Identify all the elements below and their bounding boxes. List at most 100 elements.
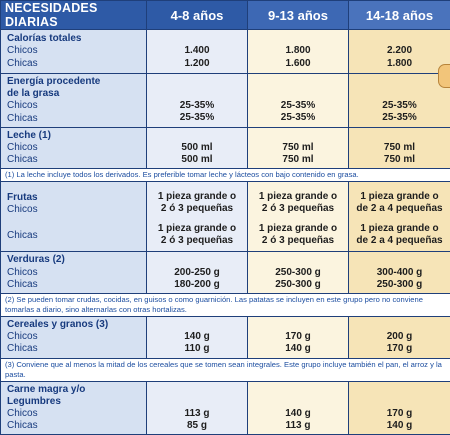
value: 2 ó 3 pequeñas: [248, 235, 348, 247]
chicas-label: Chicas: [7, 58, 146, 70]
category-label: Carne magra y/o: [7, 384, 146, 396]
value: 1.600: [248, 58, 348, 70]
value: 1 pieza grande o: [147, 191, 247, 203]
category-label: Leche (1): [7, 130, 146, 142]
value: 200-250 g: [147, 267, 247, 279]
cell-energia-14-18: 25-35% 25-35%: [349, 74, 450, 128]
value: 25-35%: [147, 100, 247, 112]
value: 750 ml: [349, 154, 450, 166]
note-row-3: (3) Conviene que al menos la mitad de lo…: [1, 358, 450, 381]
value: 300-400 g: [349, 267, 450, 279]
cell-cereales-9-13: 170 g 140 g: [248, 317, 349, 359]
chicos-label: Chicos: [7, 331, 146, 343]
value: 113 g: [147, 408, 247, 420]
footnote-2: (2) Se pueden tomar crudas, cocidas, en …: [1, 294, 450, 317]
value: 500 ml: [147, 154, 247, 166]
row-label-cereales: Cereales y granos (3) Chicos Chicas: [1, 317, 147, 359]
value: 500 ml: [147, 142, 247, 154]
row-energia: Energía procedente de la grasa Chicos Ch…: [1, 74, 450, 128]
category-label: Calorías totales: [7, 33, 146, 45]
value: de 2 a 4 pequeñas: [349, 235, 450, 247]
cell-frutas-9-13: 1 pieza grande o 2 ó 3 pequeñas 1 pieza …: [248, 182, 349, 252]
category-label: Energía procedente: [7, 76, 146, 88]
row-label-calorias: Calorías totales Chicos Chicas: [1, 30, 147, 74]
cell-verduras-9-13: 250-300 g 250-300 g: [248, 252, 349, 294]
value: 140 g: [349, 420, 450, 432]
value: 1.200: [147, 58, 247, 70]
value: 180-200 g: [147, 279, 247, 291]
table-title: NECESIDADES DIARIAS: [1, 1, 147, 30]
chicas-label: Chicas: [7, 113, 146, 125]
value: 25-35%: [147, 112, 247, 124]
value: 25-35%: [248, 100, 348, 112]
value: 140 g: [248, 343, 348, 355]
col-header-4-8: 4-8 años: [147, 1, 248, 30]
cell-calorias-4-8: 1.400 1.200: [147, 30, 248, 74]
cell-frutas-4-8: 1 pieza grande o 2 ó 3 pequeñas 1 pieza …: [147, 182, 248, 252]
value: 2 ó 3 pequeñas: [147, 235, 247, 247]
cell-leche-4-8: 500 ml 500 ml: [147, 127, 248, 169]
footnote-3: (3) Conviene que al menos la mitad de lo…: [1, 358, 450, 381]
row-verduras: Verduras (2) Chicos Chicas 200-250 g 180…: [1, 252, 450, 294]
cell-leche-9-13: 750 ml 750 ml: [248, 127, 349, 169]
chicos-label: Chicos: [7, 45, 146, 57]
value: 25-35%: [349, 100, 450, 112]
cell-carne-14-18: 170 g 140 g: [349, 381, 450, 435]
value: 250-300 g: [248, 279, 348, 291]
row-label-frutas: Frutas Chicos Chicas: [1, 182, 147, 252]
value: 113 g: [248, 420, 348, 432]
value: 25-35%: [349, 112, 450, 124]
cell-leche-14-18: 750 ml 750 ml: [349, 127, 450, 169]
chicos-label: Chicos: [7, 100, 146, 112]
value: 140 g: [147, 331, 247, 343]
chicos-label: Chicos: [7, 142, 146, 154]
cell-verduras-14-18: 300-400 g 250-300 g: [349, 252, 450, 294]
value: 750 ml: [248, 142, 348, 154]
chicos-label: Chicos: [7, 267, 146, 279]
header-row: NECESIDADES DIARIAS 4-8 años 9-13 años 1…: [1, 1, 450, 30]
value: 1 pieza grande o: [349, 223, 450, 235]
value: 1 pieza grande o: [349, 191, 450, 203]
chicas-label: Chicas: [7, 230, 146, 242]
chicas-label: Chicas: [7, 279, 146, 291]
chicas-label: Chicas: [7, 343, 146, 355]
chicos-label: Chicos: [7, 204, 146, 216]
cell-carne-9-13: 140 g 113 g: [248, 381, 349, 435]
cell-cereales-4-8: 140 g 110 g: [147, 317, 248, 359]
category-label-line2: Legumbres: [7, 396, 146, 408]
value: de 2 a 4 pequeñas: [349, 203, 450, 215]
value: 110 g: [147, 343, 247, 355]
cell-verduras-4-8: 200-250 g 180-200 g: [147, 252, 248, 294]
category-label: Frutas: [7, 192, 146, 204]
row-cereales: Cereales y granos (3) Chicos Chicas 140 …: [1, 317, 450, 359]
row-frutas: Frutas Chicos Chicas 1 pieza grande o 2 …: [1, 182, 450, 252]
value: 750 ml: [248, 154, 348, 166]
value: 1.800: [248, 45, 348, 57]
value: 140 g: [248, 408, 348, 420]
footnote-1: (1) La leche incluye todos los derivados…: [1, 169, 450, 182]
cell-calorias-14-18: 2.200 1.800: [349, 30, 450, 74]
value: 1.800: [349, 58, 450, 70]
value: 170 g: [349, 343, 450, 355]
col-header-14-18: 14-18 años: [349, 1, 450, 30]
cell-calorias-9-13: 1.800 1.600: [248, 30, 349, 74]
row-leche: Leche (1) Chicos Chicas 500 ml 500 ml 75…: [1, 127, 450, 169]
value: 1 pieza grande o: [248, 191, 348, 203]
row-calorias: Calorías totales Chicos Chicas 1.400 1.2…: [1, 30, 450, 74]
col-header-9-13: 9-13 años: [248, 1, 349, 30]
value: 1 pieza grande o: [248, 223, 348, 235]
chicas-label: Chicas: [7, 154, 146, 166]
cartoon-character-decoration: [438, 64, 450, 88]
note-row-2: (2) Se pueden tomar crudas, cocidas, en …: [1, 294, 450, 317]
cell-energia-4-8: 25-35% 25-35%: [147, 74, 248, 128]
value: 170 g: [349, 408, 450, 420]
value: 200 g: [349, 331, 450, 343]
value: 2 ó 3 pequeñas: [147, 203, 247, 215]
cell-energia-9-13: 25-35% 25-35%: [248, 74, 349, 128]
category-label: Cereales y granos (3): [7, 319, 146, 331]
value: 25-35%: [248, 112, 348, 124]
value: 250-300 g: [248, 267, 348, 279]
category-label-line2: de la grasa: [7, 88, 146, 100]
